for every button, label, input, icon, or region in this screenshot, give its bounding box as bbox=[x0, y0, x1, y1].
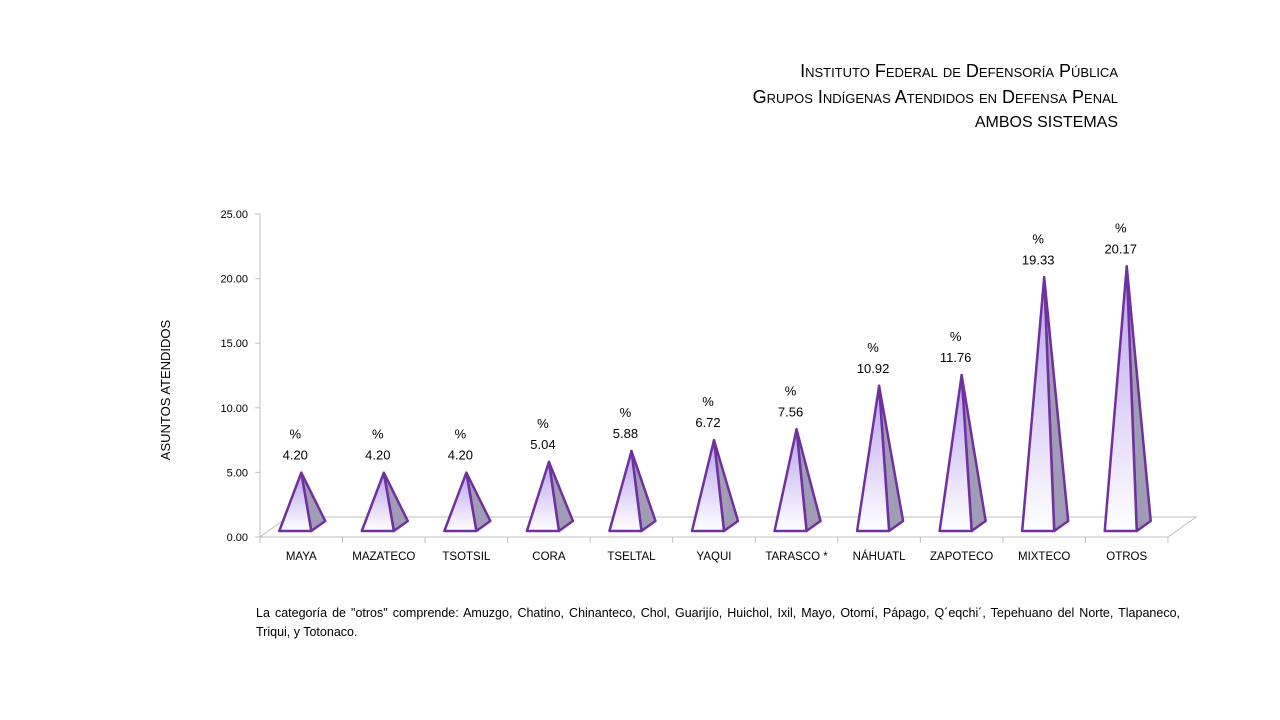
y-axis-label: ASUNTOS ATENDIDOS bbox=[158, 319, 173, 460]
floor-plane bbox=[258, 516, 1198, 538]
y-tick-label: 5.00 bbox=[227, 467, 248, 479]
x-tick-label: TARASCO * bbox=[765, 551, 828, 563]
data-label-value: 19.33 bbox=[1022, 252, 1055, 267]
x-tick-label: OTROS bbox=[1106, 551, 1147, 563]
data-label-percent: % bbox=[620, 405, 632, 420]
x-tick-label: MIXTECO bbox=[1018, 551, 1070, 563]
pyramid-bar bbox=[278, 471, 313, 533]
pyramid-bar bbox=[525, 460, 561, 533]
data-label-percent: % bbox=[867, 340, 879, 355]
data-label-value: 4.20 bbox=[448, 448, 473, 463]
data-label-value: 5.04 bbox=[530, 437, 555, 452]
x-tick-label: MAYA bbox=[286, 551, 317, 563]
data-label-percent: % bbox=[1032, 231, 1044, 246]
data-label-percent: % bbox=[289, 427, 301, 442]
x-tick-label: YAQUI bbox=[697, 551, 732, 563]
data-label-value: 5.88 bbox=[613, 426, 638, 441]
y-tick-label: 20.00 bbox=[220, 274, 248, 286]
pyramid-bar bbox=[938, 373, 973, 533]
y-tick-label: 15.00 bbox=[220, 338, 248, 350]
x-tick-label: CORA bbox=[532, 551, 566, 563]
pyramid-bar bbox=[773, 428, 808, 533]
data-label-value: 10.92 bbox=[857, 361, 890, 376]
data-label-percent: % bbox=[950, 329, 962, 344]
pyramid-bar bbox=[608, 449, 643, 533]
data-label-value: 4.20 bbox=[365, 448, 390, 463]
pyramid-bar bbox=[360, 471, 396, 533]
x-tick-label: MAZATECO bbox=[352, 551, 415, 563]
data-label-percent: % bbox=[372, 427, 384, 442]
data-label-value: 11.76 bbox=[940, 350, 972, 365]
data-label-percent: % bbox=[455, 427, 467, 442]
title-systems: AMBOS SISTEMAS bbox=[974, 114, 1118, 131]
data-label-percent: % bbox=[702, 394, 714, 409]
labels: 0.00 5.00 10.00 15.00 20.00 25.00 ASUNTOS ATEN… bbox=[158, 209, 1148, 563]
pyramid-bar bbox=[1103, 265, 1138, 533]
bars bbox=[278, 265, 1152, 533]
pyramid-bar bbox=[855, 384, 891, 533]
axes bbox=[255, 213, 1198, 543]
x-tick-label: TSELTAL bbox=[607, 551, 656, 563]
y-tick-label: 25.00 bbox=[220, 209, 248, 221]
chart-title-block: Instituto Federal de Defensoría Pública … bbox=[753, 58, 1118, 136]
x-tick-label: TSOTSIL bbox=[442, 551, 491, 563]
data-label-value: 6.72 bbox=[695, 415, 720, 430]
y-tick-label: 10.00 bbox=[220, 403, 248, 415]
title-institution: Instituto Federal de Defensoría Pública bbox=[800, 61, 1118, 81]
data-label-percent: % bbox=[1115, 220, 1127, 235]
data-label-value: 20.17 bbox=[1104, 241, 1137, 256]
pyramid-bar bbox=[690, 438, 726, 533]
pyramid-bar bbox=[1020, 276, 1056, 533]
data-label-value: 4.20 bbox=[283, 448, 308, 463]
data-label-percent: % bbox=[785, 383, 797, 398]
data-label-value: 7.56 bbox=[778, 404, 803, 419]
title-subject: Grupos Indígenas Atendidos en Defensa Pe… bbox=[752, 87, 1118, 107]
x-tick-label: NÁHUATL bbox=[853, 550, 906, 563]
footnote: La categoría de "otros" comprende: Amuzg… bbox=[256, 606, 1180, 639]
pyramid-bar bbox=[443, 471, 478, 533]
x-tick-label: ZAPOTECO bbox=[930, 551, 993, 563]
y-tick-label: 0.00 bbox=[227, 532, 248, 544]
data-label-percent: % bbox=[537, 416, 549, 431]
